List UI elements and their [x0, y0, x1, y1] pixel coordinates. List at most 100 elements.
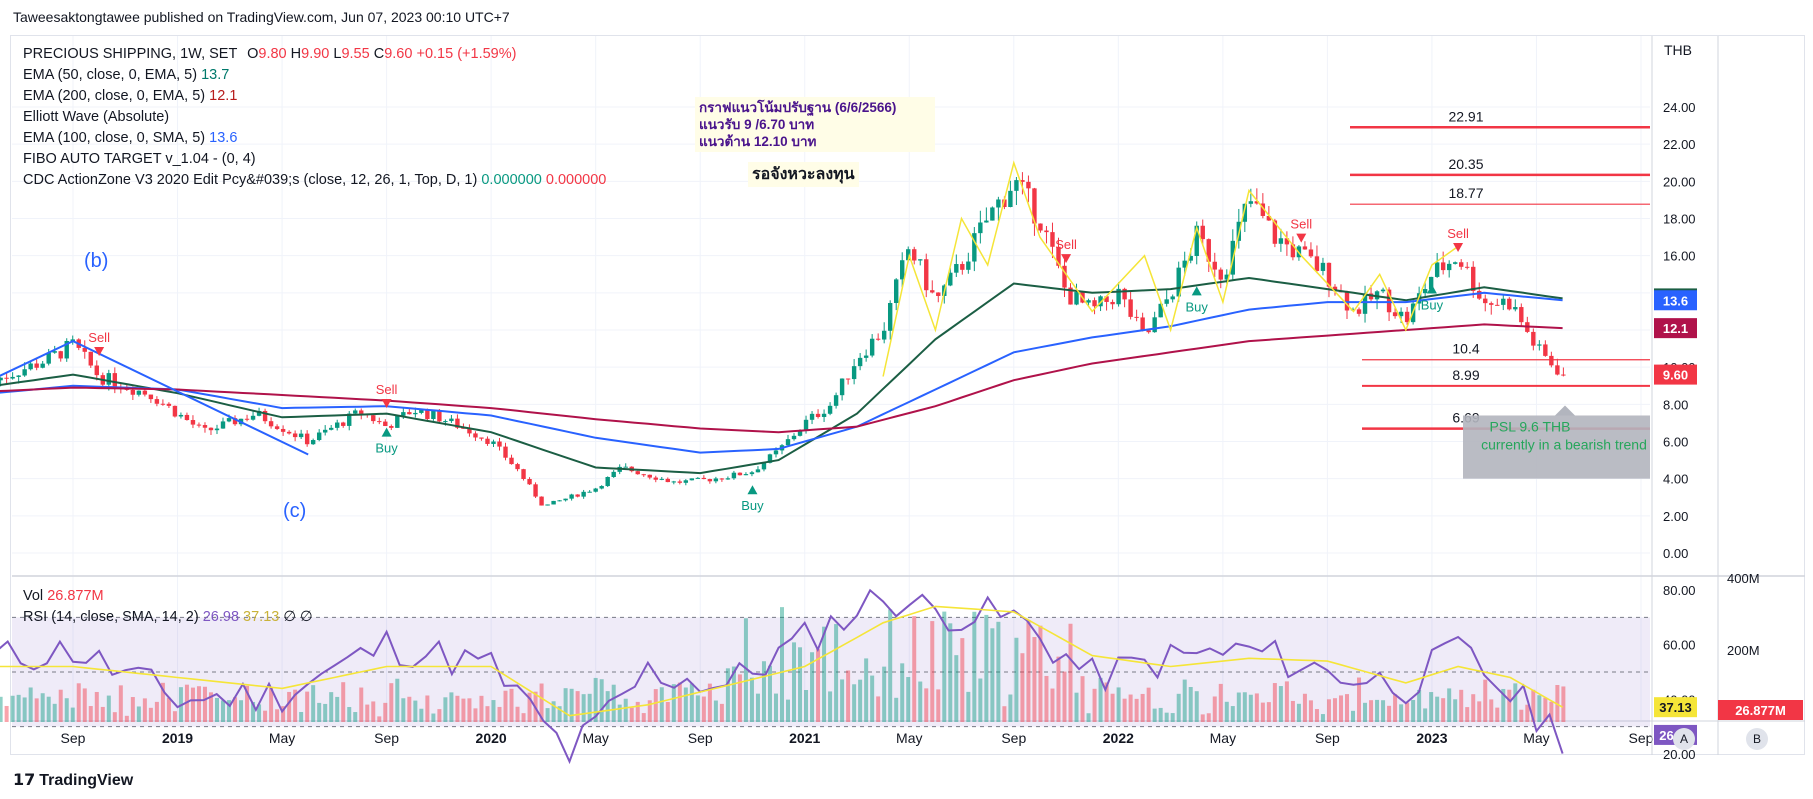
volume-bar [1236, 692, 1241, 722]
candle-body [1068, 287, 1073, 305]
volume-bar [605, 691, 610, 722]
candle-body [689, 478, 695, 481]
candle-body [1110, 301, 1115, 305]
volume-bar [1212, 696, 1217, 722]
analysis-note: กราฟแนวโน้มปรับฐาน (6/6/2566) แนวรับ 9 /… [695, 97, 935, 152]
volume-bar [1290, 700, 1295, 722]
legend-ema100[interactable]: EMA (100, close, 0, SMA, 5) 13.6 [23, 128, 606, 149]
volume-bar [840, 679, 845, 722]
candle-body [274, 426, 280, 429]
candle-body [1260, 203, 1266, 216]
volume-bar [347, 707, 352, 722]
wave-label-b: (b) [84, 250, 109, 272]
candle-body [443, 421, 448, 423]
scale-button-a[interactable]: A [1673, 728, 1695, 750]
candle-body [64, 340, 69, 359]
candle-body [1242, 203, 1248, 222]
volume-bar [966, 691, 971, 722]
publisher-line: Taweesaktongtawee published on TradingVi… [13, 9, 510, 25]
candle-body [322, 429, 328, 433]
rsi-sma-badge-bg [1654, 697, 1697, 718]
volume-bar [353, 712, 358, 722]
volume-bar [515, 706, 520, 722]
volume-bar [245, 685, 250, 722]
volume-bar [1326, 699, 1331, 722]
volume-bar [1453, 699, 1458, 722]
candle-body [809, 413, 815, 420]
volume-bar [142, 698, 147, 722]
cdc-value-2: 0.000000 [545, 172, 607, 188]
volume-bar [1357, 677, 1362, 722]
volume-bar [190, 687, 195, 722]
rsi-tick-label: 80.00 [1663, 583, 1696, 598]
legend-symbol-row[interactable]: PRECIOUS SHIPPING, 1W, SET O9.80 H9.90 L… [23, 44, 606, 65]
candle-body [40, 363, 45, 368]
candle-body [1224, 274, 1229, 280]
volume-bar [130, 697, 135, 722]
rsi-legend[interactable]: RSI (14, close, SMA, 14, 2) 26.98 37.13 … [23, 607, 313, 628]
price-tick-label: 2.00 [1663, 509, 1688, 524]
volume-bar [1537, 695, 1542, 722]
volume-bar [1296, 703, 1301, 722]
volume-bar [497, 706, 502, 722]
volume-bar [1062, 671, 1067, 722]
candle-body [136, 390, 142, 395]
candle-body [966, 261, 971, 270]
price-tick-label: 6.00 [1663, 435, 1688, 450]
volume-bar [984, 614, 989, 722]
note-line-3: แนวต้าน 12.10 บาท [699, 134, 817, 149]
candle-body [509, 457, 514, 465]
rsi-tick-label: 60.00 [1663, 638, 1696, 653]
sub-legend: Vol 26.877M RSI (14, close, SMA, 14, 2) … [23, 586, 313, 628]
candle-body [731, 472, 737, 479]
volume-bar [94, 691, 99, 722]
volume-bar [311, 685, 316, 722]
ohlc-high-label: H [290, 46, 302, 62]
candle-body [593, 488, 598, 492]
volume-bar [1248, 694, 1253, 722]
candle-body [653, 477, 658, 480]
legend-ema50[interactable]: EMA (50, close, 0, EMA, 5) 13.7 [23, 65, 606, 86]
time-tick-label: 2020 [476, 730, 507, 746]
scale-button-b[interactable]: B [1746, 728, 1768, 750]
candle-body [623, 466, 628, 468]
legend-ema200[interactable]: EMA (200, close, 0, EMA, 5) 12.1 [23, 86, 606, 107]
volume-bar [876, 696, 881, 722]
volume-bar [948, 623, 953, 722]
volume-bar [581, 694, 586, 722]
cdc-label: CDC ActionZone V3 2020 Edit Pcy&#039;s (… [23, 172, 478, 188]
volume-bar [1020, 653, 1025, 722]
volume-bar [1038, 625, 1043, 722]
volume-bar [148, 707, 153, 722]
candle-body [268, 421, 274, 427]
candle-body [1050, 232, 1055, 247]
zigzag-line [882, 160, 1459, 377]
volume-bar [816, 649, 821, 722]
volume-bar [1459, 689, 1464, 722]
legend-cdc[interactable]: CDC ActionZone V3 2020 Edit Pcy&#039;s (… [23, 170, 606, 191]
candle-body [1206, 239, 1211, 262]
price-tick-label: 24.00 [1663, 100, 1696, 115]
volume-bar [461, 698, 466, 722]
candle-body [635, 471, 640, 475]
legend-elliott[interactable]: Elliott Wave (Absolute) [23, 107, 606, 128]
tradingview-logo[interactable]: 𝟭𝟳 TradingView [13, 770, 133, 790]
volume-bar [1194, 691, 1199, 722]
volume-bar [924, 688, 929, 722]
candle-body [533, 484, 538, 497]
candle-body [671, 481, 677, 483]
volume-bar [10, 695, 15, 722]
ohlc-change: +0.15 (+1.59%) [416, 46, 517, 62]
candle-body [280, 428, 286, 432]
sell-signal-icon [94, 347, 105, 357]
candle-body [226, 418, 232, 422]
legend-fibo[interactable]: FIBO AUTO TARGET v_1.04 - (0, 4) [23, 149, 606, 170]
volume-bar [731, 666, 736, 722]
candle-body [371, 415, 376, 422]
volume-bar [323, 703, 328, 722]
volume-bar [1080, 676, 1085, 722]
buy-signal-label: Buy [375, 441, 398, 456]
candle-body [1254, 201, 1260, 204]
vol-legend[interactable]: Vol 26.877M [23, 586, 313, 607]
